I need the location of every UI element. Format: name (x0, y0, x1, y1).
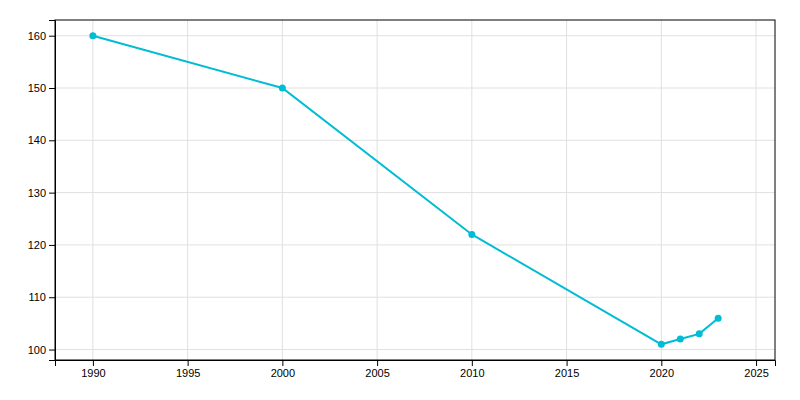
y-tick-label: 100 (28, 344, 46, 356)
x-tick: 2020 (650, 360, 674, 379)
grid-line-y (55, 297, 775, 298)
y-tick: 140 (28, 134, 55, 146)
y-tick-label: 120 (28, 239, 46, 251)
x-axis-line (56, 361, 776, 367)
y-tick-label: 130 (28, 187, 46, 199)
y-tick: 100 (28, 344, 55, 356)
x-tick: 2000 (271, 360, 295, 379)
x-tick: 2010 (460, 360, 484, 379)
x-axis: 1990 1995 2000 2005 2010 2015 2020 2025 (56, 360, 776, 379)
y-tick-mark (49, 350, 55, 351)
y-tick: 130 (28, 187, 55, 199)
point (279, 85, 286, 92)
grid-line-x (661, 20, 662, 360)
x-tick-mark (377, 360, 378, 366)
point (696, 330, 703, 337)
x-tick: 2005 (365, 360, 389, 379)
y-axis: 100 110 120 130 140 150 160 (28, 21, 56, 361)
x-tick: 2025 (744, 360, 768, 379)
grid-line-x (187, 20, 188, 360)
y-tick-label: 150 (28, 82, 46, 94)
chart: 1990 1995 2000 2005 2010 2015 2020 2025 100 110 12… (0, 0, 800, 400)
x-tick-mark (188, 360, 189, 366)
point (468, 231, 475, 238)
y-tick-mark (49, 297, 55, 298)
grid-line-y (55, 35, 775, 36)
x-tick-mark (472, 360, 473, 366)
y-tick-mark (49, 193, 55, 194)
y-tick: 120 (28, 239, 55, 251)
x-tick-mark (93, 360, 94, 366)
x-tick: 2015 (555, 360, 579, 379)
point (89, 32, 96, 39)
x-tick-label: 1990 (81, 367, 105, 379)
grid-line-x (282, 20, 283, 360)
y-tick: 160 (28, 30, 55, 42)
grid-line-x (377, 20, 378, 360)
plot-frame (55, 20, 775, 360)
x-tick: 1995 (176, 360, 200, 379)
grid-line-x (756, 20, 757, 360)
grid-line-y (55, 349, 775, 350)
x-tick-label: 2020 (650, 367, 674, 379)
x-tick-label: 1995 (176, 367, 200, 379)
y-tick: 110 (28, 291, 55, 303)
y-tick-mark (49, 140, 55, 141)
y-tick-mark (49, 245, 55, 246)
grid-line-y (55, 140, 775, 141)
grid (55, 20, 775, 360)
point (658, 341, 665, 348)
y-tick-label: 160 (28, 30, 46, 42)
x-tick-mark (282, 360, 283, 366)
y-tick-mark (49, 36, 55, 37)
grid-line-x (471, 20, 472, 360)
x-tick-label: 2015 (555, 367, 579, 379)
point (677, 336, 684, 343)
grid-line-y (55, 192, 775, 193)
x-tick-mark (756, 360, 757, 366)
y-tick: 150 (28, 82, 55, 94)
x-tick-mark (661, 360, 662, 366)
marks (89, 32, 721, 348)
y-axis-line (49, 21, 56, 361)
x-tick-label: 2000 (271, 367, 295, 379)
point (715, 315, 722, 322)
x-tick-label: 2005 (365, 367, 389, 379)
y-tick-label: 140 (28, 134, 46, 146)
x-tick: 1990 (81, 360, 105, 379)
x-tick-label: 2010 (460, 367, 484, 379)
grid-line-y (55, 88, 775, 89)
y-tick-label: 110 (28, 291, 46, 303)
plot: 1990 1995 2000 2005 2010 2015 2020 2025 100 110 12… (28, 20, 776, 379)
grid-line-y (55, 244, 775, 245)
grid-line-x (566, 20, 567, 360)
line (93, 36, 718, 345)
y-tick-mark (49, 88, 55, 89)
grid-line-x (92, 20, 93, 360)
x-tick-mark (567, 360, 568, 366)
x-tick-label: 2025 (744, 367, 768, 379)
